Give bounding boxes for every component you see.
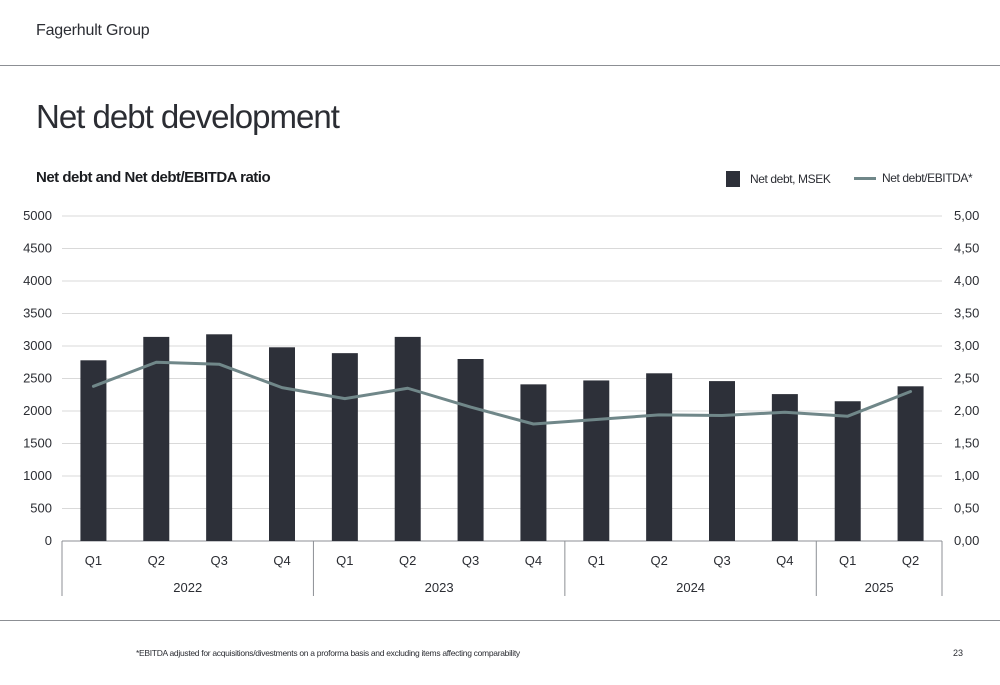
bar-net-debt <box>709 381 735 541</box>
footnote: *EBITDA adjusted for acquisitions/divest… <box>136 648 520 658</box>
company-name: Fagerhult Group <box>36 22 150 39</box>
y-right-tick-label: 4,00 <box>954 273 979 288</box>
legend-line-swatch <box>854 176 876 180</box>
y-right-tick-label: 3,00 <box>954 338 979 353</box>
y-right-tick-label: 3,50 <box>954 306 979 321</box>
y-left-tick-label: 4000 <box>23 273 52 288</box>
year-group-label: 2023 <box>425 580 454 595</box>
x-tick-label: Q1 <box>588 553 605 568</box>
line-series <box>91 360 913 426</box>
header-divider <box>0 65 1000 66</box>
grid-lines <box>62 215 942 542</box>
page-title: Net debt development <box>36 98 340 135</box>
y-right-tick-label: 1,50 <box>954 436 979 451</box>
year-group-label: 2025 <box>865 580 894 595</box>
bar-net-debt <box>143 336 170 541</box>
y-left-tick-label: 2000 <box>23 403 52 418</box>
axes: 0 0,00 500 0,50 1000 1,00 1500 1,50 2000 2,00 2500… <box>23 208 979 596</box>
y-left-tick-label: 1000 <box>23 468 52 483</box>
y-left-tick-label: 4500 <box>23 241 52 256</box>
x-tick-label: Q3 <box>462 553 479 568</box>
bar-net-debt <box>269 347 295 541</box>
year-group-label: 2022 <box>173 580 202 595</box>
x-tick-label: Q4 <box>273 553 290 568</box>
y-right-tick-label: 4,50 <box>954 241 979 256</box>
y-left-tick-label: 3000 <box>23 338 52 353</box>
y-left-tick-label: 500 <box>30 501 52 516</box>
x-tick-label: Q4 <box>525 553 542 568</box>
y-right-tick-label: 0,50 <box>954 501 979 516</box>
bar-series <box>80 334 924 541</box>
y-right-tick-label: 5,00 <box>954 208 979 223</box>
y-right-tick-label: 1,00 <box>954 468 979 483</box>
x-tick-label: Q1 <box>336 553 353 568</box>
bar-net-debt <box>646 373 673 541</box>
x-tick-label: Q3 <box>713 553 730 568</box>
y-right-tick-label: 2,00 <box>954 403 979 418</box>
bar-net-debt <box>80 360 107 541</box>
footer-divider <box>0 620 1000 621</box>
bar-net-debt <box>457 359 484 541</box>
x-tick-label: Q1 <box>85 553 102 568</box>
x-tick-label: Q4 <box>776 553 793 568</box>
bar-net-debt <box>897 386 924 541</box>
x-tick-label: Q1 <box>839 553 856 568</box>
x-tick-label: Q3 <box>210 553 227 568</box>
bar-net-debt <box>520 384 547 541</box>
legend-bar-swatch <box>726 171 740 187</box>
net-debt-chart: 0 0,00 500 0,50 1000 1,00 1500 1,50 2000 2,00 2500… <box>23 208 979 596</box>
x-tick-label: Q2 <box>902 553 919 568</box>
legend-item-net-debt: Net debt, MSEK <box>726 171 831 187</box>
legend-item-ratio: Net debt/EBITDA* <box>854 171 973 185</box>
bar-net-debt <box>583 380 610 541</box>
line-net-debt-ebitda <box>91 360 913 426</box>
x-tick-label: Q2 <box>399 553 416 568</box>
y-left-tick-label: 5000 <box>23 208 52 223</box>
bar-net-debt <box>771 394 798 541</box>
bar-net-debt <box>331 353 358 541</box>
x-tick-label: Q2 <box>650 553 667 568</box>
legend-label-net-debt: Net debt, MSEK <box>750 172 831 186</box>
legend-label-ratio: Net debt/EBITDA* <box>882 171 973 185</box>
bar-net-debt <box>394 336 421 541</box>
y-left-tick-label: 3500 <box>23 306 52 321</box>
year-group-label: 2024 <box>676 580 705 595</box>
y-right-tick-label: 0,00 <box>954 533 979 548</box>
y-left-tick-label: 2500 <box>23 371 52 386</box>
y-right-tick-label: 2,50 <box>954 371 979 386</box>
page-number: 23 <box>953 648 964 658</box>
bar-net-debt <box>834 401 861 541</box>
x-tick-label: Q2 <box>148 553 165 568</box>
chart-title: Net debt and Net debt/EBITDA ratio <box>36 169 271 186</box>
y-left-tick-label: 1500 <box>23 436 52 451</box>
y-left-tick-label: 0 <box>45 533 52 548</box>
